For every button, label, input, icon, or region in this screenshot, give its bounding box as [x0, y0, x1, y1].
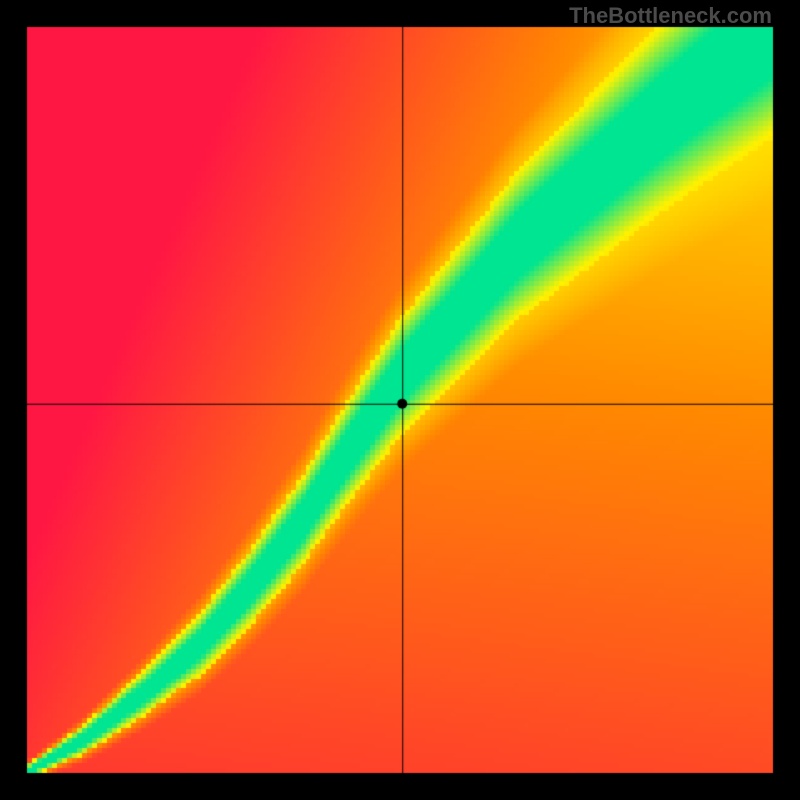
watermark-text: TheBottleneck.com [569, 3, 772, 29]
heatmap-canvas [0, 0, 800, 800]
chart-container: TheBottleneck.com [0, 0, 800, 800]
